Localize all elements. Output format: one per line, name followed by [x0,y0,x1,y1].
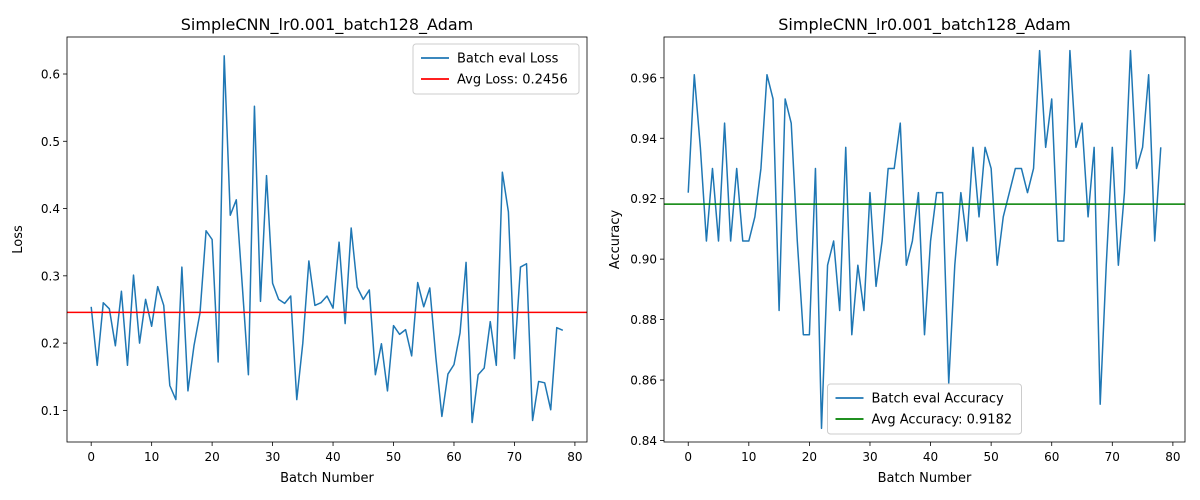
x-tick-label: 0 [684,450,692,464]
x-tick-label: 60 [1044,450,1059,464]
y-tick-label: 0.88 [630,313,657,327]
x-tick-label: 0 [87,450,95,464]
accuracy-chart: SimpleCNN_lr0.001_batch128_Adam 0 10 20 30 40… [608,15,1186,486]
legend-box [827,383,1022,435]
x-axis-label: Batch Number [280,471,374,486]
legend-label: Avg Loss: 0.2456 [457,73,568,88]
y-tick-label: 0.90 [630,253,657,267]
y-tick-label: 0.2 [41,337,60,351]
legend: Batch eval Loss Avg Loss: 0.2456 [412,43,580,95]
x-tick-label: 70 [1105,450,1120,464]
y-tick-label: 0.96 [630,71,657,85]
y-tick-label: 0.6 [41,68,60,82]
x-tick-label: 30 [265,450,280,464]
chart-title: SimpleCNN_lr0.001_batch128_Adam [181,15,474,35]
x-tick-label: 10 [144,450,159,464]
x-tick-label: 80 [1165,450,1180,464]
y-tick-label: 0.5 [41,135,60,149]
legend: Batch eval Accuracy Avg Accuracy: 0.9182 [827,383,1022,435]
x-tick-label: 70 [507,450,522,464]
x-tick-label: 60 [446,450,461,464]
legend-label: Batch eval Loss [457,52,559,67]
chart-title: SimpleCNN_lr0.001_batch128_Adam [778,15,1071,35]
y-axis-label: Loss [11,225,26,254]
y-tick-label: 0.92 [630,192,657,206]
x-tick-label: 30 [862,450,877,464]
y-tick-label: 0.3 [41,269,60,283]
y-tick-label: 0.84 [630,434,657,448]
x-tick-label: 20 [802,450,817,464]
plot-frame [66,36,588,443]
x-tick-label: 20 [204,450,219,464]
legend-label: Avg Accuracy: 0.9182 [872,413,1013,428]
plot-frame [663,36,1186,443]
y-tick-label: 0.4 [41,202,60,216]
y-axis-label: Accuracy [608,210,623,270]
x-axis-label: Batch Number [878,471,972,486]
x-tick-label: 50 [983,450,998,464]
x-tick-label: 40 [325,450,340,464]
y-tick-label: 0.94 [630,132,657,146]
x-tick-label: 80 [567,450,582,464]
y-tick-label: 0.86 [630,374,657,388]
loss-chart: SimpleCNN_lr0.001_batch128_Adam 0 10 20 30 40… [11,15,588,486]
x-tick-label: 50 [386,450,401,464]
y-tick-label: 0.1 [41,404,60,418]
x-tick-label: 40 [923,450,938,464]
series-line-0 [687,49,1162,430]
legend-label: Batch eval Accuracy [872,392,1005,407]
x-tick-label: 10 [741,450,756,464]
series-line-0 [90,55,564,424]
legend-box [412,43,580,95]
